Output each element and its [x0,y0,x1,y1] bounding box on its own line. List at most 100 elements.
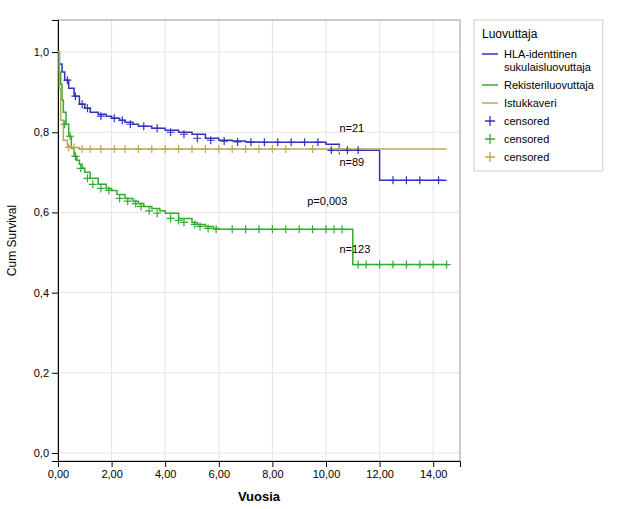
censored-marker [71,92,79,100]
grid-line [111,20,112,461]
censored-marker [362,261,370,269]
grid-line [379,20,380,461]
censored-marker [215,145,223,153]
tick-mark [52,373,58,374]
censored-marker [61,120,69,128]
censored-marker [429,261,437,269]
censored-marker [322,225,330,233]
annotations: n=21n=89p=0,003n=123 [307,122,370,254]
tick-label: 10,00 [313,468,341,480]
legend-label: censored [504,151,549,163]
censored-marker [402,261,410,269]
tick-mark [52,52,58,53]
censored-marker [287,138,295,146]
tick: 0,6 [34,206,58,218]
legend-label: Rekisteriluovuttaja [504,79,595,91]
censored-marker [97,145,105,153]
grid-line [58,132,460,133]
grid-line [58,452,460,453]
censored-marker [105,186,113,194]
censored-marker [175,216,183,224]
censored-marker [416,176,424,184]
censored-marker [228,225,236,233]
censored-marker [309,225,317,233]
axis-line [59,462,461,468]
censored-marker [175,145,183,153]
censored-marker [77,164,85,172]
censored-marker [121,145,129,153]
legend-frame [474,20,603,171]
tick-label: 0,6 [34,206,49,218]
censored-marker [301,138,309,146]
tick-mark [112,461,113,467]
censored-marker [228,145,236,153]
annotation: n=123 [339,243,370,255]
x-axis: 0,002,004,006,008,0010,0012,0014,00 [48,461,461,480]
tick: 6,00 [209,461,230,480]
censored-marker [282,225,290,233]
censored-marker [201,145,209,153]
censored-marker [268,225,276,233]
censored-marker [83,104,91,112]
censored-marker [327,146,335,154]
censored-marker [220,137,228,145]
annotation: p=0,003 [307,195,347,207]
tick-label: 2,00 [101,468,122,480]
censored-marker [435,176,443,184]
censored-marker [242,225,250,233]
censored-marker [167,128,175,136]
grid-line [165,20,166,461]
tick-label: 0,00 [48,468,69,480]
legend-item: censored [485,115,549,127]
censored-marker [137,202,145,210]
censored-marker [153,124,161,132]
censored-marker [193,134,201,142]
censored-marker [234,138,242,146]
censored-marker [196,222,204,230]
censored-marker [389,176,397,184]
censored-marker [153,209,161,217]
censored-marker [204,224,212,232]
legend-item: censored [485,133,549,145]
legend-swatch [485,116,495,126]
legend-label: censored [504,115,549,127]
censored-marker [118,116,126,124]
legend-item: Rekisteriluovuttaja [482,79,595,91]
grid-line [326,20,327,461]
tick: 10,00 [313,461,341,480]
tick-label: 0,0 [34,447,49,459]
censored-marker [148,145,156,153]
censored-marker [376,261,384,269]
censored-marker [354,261,362,269]
legend-swatch [485,152,495,162]
tick: 4,00 [155,461,176,480]
survival-line [58,52,447,264]
censored-marker [443,261,451,269]
survival-line [58,52,447,149]
tick-label: 0,4 [34,287,49,299]
censored-marker [70,143,78,151]
tick: 14,00 [420,461,448,480]
censored-marker [124,197,132,205]
censored-marker [309,145,317,153]
tick-mark [219,461,220,467]
censored-marker [188,145,196,153]
tick: 0,00 [48,461,69,480]
tick: 12,00 [366,461,394,480]
censored-marker [330,225,338,233]
plot: 0,002,004,006,008,0010,0012,0014,000,00,… [34,20,461,480]
tick-mark [433,461,434,467]
legend-item: censored [485,151,549,163]
marks [58,52,451,268]
y-axis-title: Cum Survival [5,205,19,276]
tick: 0,4 [34,287,58,299]
legend: LuovuttajaHLA-identtinensukulaisluovutta… [474,20,603,171]
censored-marker [167,214,175,222]
censored-marker [389,261,397,269]
tick: 0,8 [34,126,58,138]
censored-marker [212,225,220,233]
axis-line [52,21,59,462]
censored-marker [180,218,188,226]
legend-item: HLA-identtinensukulaisluovuttaja [482,48,592,73]
annotation: n=89 [339,156,364,168]
